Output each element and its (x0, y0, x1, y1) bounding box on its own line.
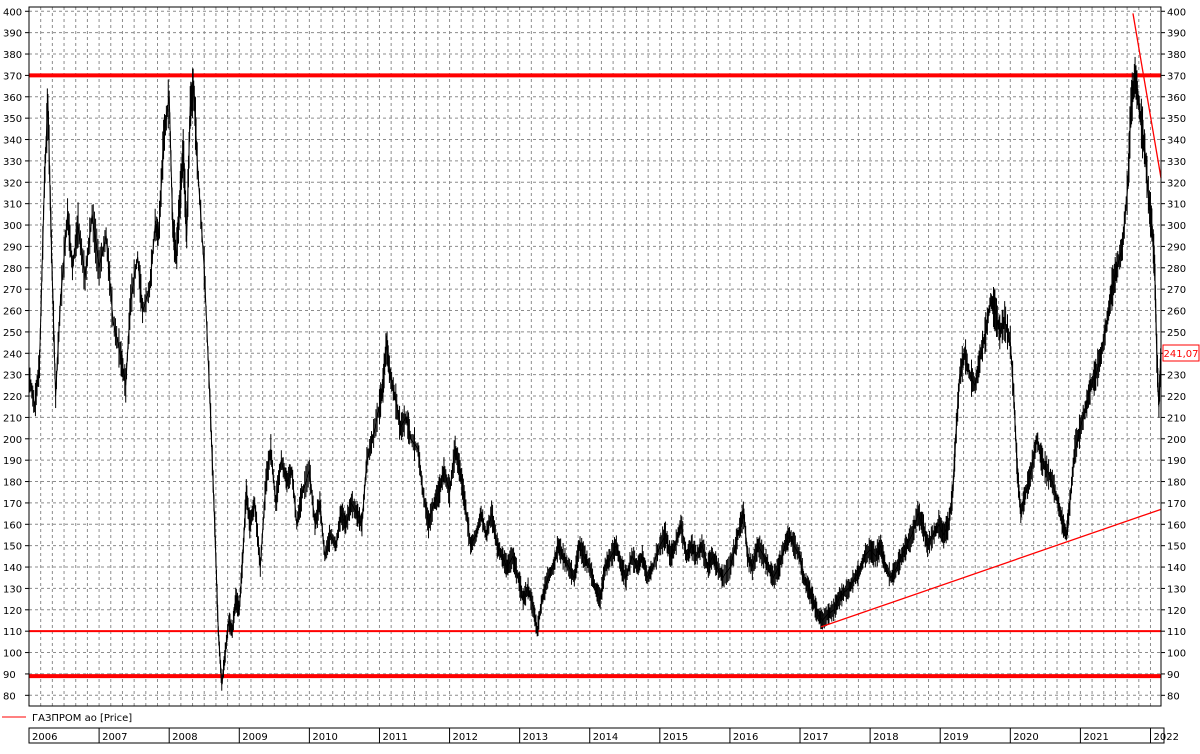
y-tick-label-left: 400 (3, 7, 22, 18)
y-tick-label-left: 160 (3, 520, 22, 531)
y-tick-label-left: 110 (3, 627, 22, 638)
y-tick-label-right: 100 (1167, 649, 1186, 660)
x-tick-label: 2021 (1083, 732, 1108, 743)
y-tick-label-left: 230 (3, 371, 22, 382)
x-tick-label: 2007 (102, 732, 127, 743)
y-tick-label-left: 240 (3, 349, 22, 360)
x-tick-label: 2019 (943, 732, 968, 743)
x-tick-label: 2012 (453, 732, 478, 743)
y-tick-label-left: 220 (3, 392, 22, 403)
legend-label: ГАЗПРОМ ао [Price] (32, 713, 132, 724)
x-tick-label: 2015 (663, 732, 688, 743)
y-tick-label-right: 270 (1167, 285, 1186, 296)
x-tick-label: 2008 (172, 732, 197, 743)
y-tick-label-right: 130 (1167, 584, 1186, 595)
x-tick-label: 2016 (733, 732, 758, 743)
y-tick-label-right: 90 (1167, 670, 1180, 681)
trendline (1132, 13, 1162, 179)
y-tick-label-right: 400 (1167, 7, 1186, 18)
y-tick-label-right: 380 (1167, 50, 1186, 61)
y-tick-label-left: 270 (3, 285, 22, 296)
y-tick-label-right: 290 (1167, 242, 1186, 253)
y-tick-label-right: 150 (1167, 542, 1186, 553)
y-tick-label-left: 80 (3, 691, 16, 702)
x-tick-label: 2014 (593, 732, 618, 743)
y-tick-label-left: 380 (3, 50, 22, 61)
trendline (820, 508, 1162, 628)
y-tick-label-left: 330 (3, 157, 22, 168)
y-tick-label-right: 360 (1167, 93, 1186, 104)
y-tick-label-left: 310 (3, 200, 22, 211)
y-tick-label-right: 210 (1167, 413, 1186, 424)
x-tick-label: 2018 (873, 732, 898, 743)
y-tick-label-right: 140 (1167, 563, 1186, 574)
y-tick-label-right: 230 (1167, 371, 1186, 382)
x-tick-label: 2017 (803, 732, 828, 743)
y-tick-label-left: 90 (3, 670, 16, 681)
plot-frame (28, 6, 1162, 707)
y-tick-label-left: 350 (3, 114, 22, 125)
y-tick-label-right: 80 (1167, 691, 1180, 702)
y-tick-label-right: 310 (1167, 200, 1186, 211)
y-tick-label-left: 390 (3, 29, 22, 40)
y-tick-label-left: 180 (3, 478, 22, 489)
x-tick-label: 2009 (242, 732, 267, 743)
y-tick-label-right: 340 (1167, 136, 1186, 147)
y-tick-label-left: 190 (3, 456, 22, 467)
x-tick-label: 2013 (523, 732, 548, 743)
y-tick-label-right: 120 (1167, 606, 1186, 617)
x-axis: 2006 2007 2008 2009 2010 2011 2012 2013 2014 2015… (28, 727, 1179, 744)
y-tick-label-right: 250 (1167, 328, 1186, 339)
y-tick-label-left: 200 (3, 435, 22, 446)
y-tick-label-right: 110 (1167, 627, 1186, 638)
y-tick-label-right: 190 (1167, 456, 1186, 467)
y-axis: 80 80 90 90 100 100 110 110 120 120 130 130 140 140 15… (3, 7, 1186, 702)
y-tick-label-left: 260 (3, 307, 22, 318)
y-tick-label-left: 290 (3, 242, 22, 253)
y-tick-label-right: 320 (1167, 178, 1186, 189)
y-tick-label-right: 170 (1167, 499, 1186, 510)
trendline-layer (820, 13, 1162, 628)
horizontal-level-layer (29, 73, 1161, 679)
y-tick-label-left: 280 (3, 264, 22, 275)
x-tick-label: 2011 (382, 732, 407, 743)
y-tick-label-left: 140 (3, 563, 22, 574)
price-series-layer (28, 56, 1162, 691)
x-tick-label: 2010 (312, 732, 337, 743)
y-tick-label-left: 130 (3, 584, 22, 595)
y-tick-label-right: 370 (1167, 71, 1186, 82)
y-tick-label-left: 120 (3, 606, 22, 617)
y-tick-label-right: 200 (1167, 435, 1186, 446)
y-tick-label-right: 300 (1167, 221, 1186, 232)
y-tick-label-left: 300 (3, 221, 22, 232)
y-tick-label-right: 220 (1167, 392, 1186, 403)
legend: ГАЗПРОМ ао [Price] (2, 713, 132, 724)
y-tick-label-right: 330 (1167, 157, 1186, 168)
x-tick-label: 2006 (32, 732, 57, 743)
y-tick-label-left: 100 (3, 649, 22, 660)
y-tick-label-left: 360 (3, 93, 22, 104)
y-tick-label-right: 390 (1167, 29, 1186, 40)
last-price-badge: 241,07 (1162, 344, 1200, 362)
x-tick-label: 2020 (1013, 732, 1038, 743)
y-tick-label-right: 160 (1167, 520, 1186, 531)
y-tick-label-right: 280 (1167, 264, 1186, 275)
y-tick-label-right: 260 (1167, 307, 1186, 318)
y-tick-label-left: 170 (3, 499, 22, 510)
y-tick-label-left: 320 (3, 178, 22, 189)
last-price-box (1162, 344, 1200, 362)
y-tick-label-left: 250 (3, 328, 22, 339)
y-tick-label-left: 340 (3, 136, 22, 147)
y-tick-label-right: 180 (1167, 478, 1186, 489)
y-tick-label-left: 150 (3, 542, 22, 553)
x-tick-label: 2022 (1153, 732, 1178, 743)
y-tick-label-left: 370 (3, 71, 22, 82)
y-tick-label-left: 210 (3, 413, 22, 424)
last-price-label: 241,07 (1164, 349, 1199, 360)
y-tick-label-right: 350 (1167, 114, 1186, 125)
